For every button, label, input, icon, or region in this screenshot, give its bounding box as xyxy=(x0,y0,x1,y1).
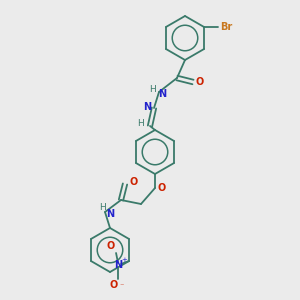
Text: Br: Br xyxy=(220,22,232,32)
Text: O: O xyxy=(107,241,115,251)
Text: +: + xyxy=(121,257,127,263)
Text: H: H xyxy=(136,119,143,128)
Text: H: H xyxy=(99,203,105,212)
Text: N: N xyxy=(114,260,122,270)
Text: O: O xyxy=(110,280,118,290)
Text: N: N xyxy=(106,209,114,219)
Text: ⁻: ⁻ xyxy=(120,281,124,290)
Text: O: O xyxy=(130,177,138,187)
Text: O: O xyxy=(196,77,204,87)
Text: N: N xyxy=(158,89,166,99)
Text: N: N xyxy=(143,102,151,112)
Text: H: H xyxy=(150,85,156,94)
Text: O: O xyxy=(158,183,166,193)
